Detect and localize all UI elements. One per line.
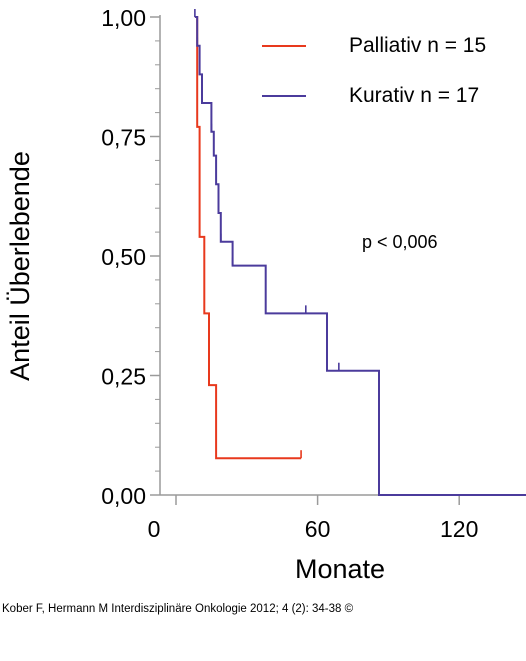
y-grid-lines <box>155 40 160 472</box>
y-tick-label: 0,00 <box>101 483 146 509</box>
legend: Palliativ n = 15 Kurativ n = 17 <box>262 34 486 107</box>
x-tick-label: 0 <box>148 516 161 542</box>
legend-label: Kurativ n = 17 <box>349 84 479 107</box>
survival-curve-0 <box>194 16 302 460</box>
p-value-annotation: p < 0,006 <box>362 232 438 252</box>
legend-label: Palliativ n = 15 <box>349 34 486 57</box>
axis-ticks: 0,00 0,25 0,50 0,75 1,00 0 60 120 <box>101 5 478 542</box>
y-axis-label: Anteil Überlebende <box>5 151 35 381</box>
survival-curve-1 <box>194 16 526 496</box>
x-tick-label: 60 <box>305 516 331 542</box>
y-tick-label: 0,50 <box>101 244 146 270</box>
y-tick-label: 1,00 <box>101 5 146 31</box>
y-tick-label: 0,75 <box>101 125 146 151</box>
y-tick-label: 0,25 <box>101 364 146 390</box>
x-axis-label: Monate <box>295 554 385 584</box>
series-lines <box>194 9 526 496</box>
citation-caption: Kober F, Hermann M Interdisziplinäre Onk… <box>2 603 354 615</box>
x-tick-label: 120 <box>440 516 478 542</box>
